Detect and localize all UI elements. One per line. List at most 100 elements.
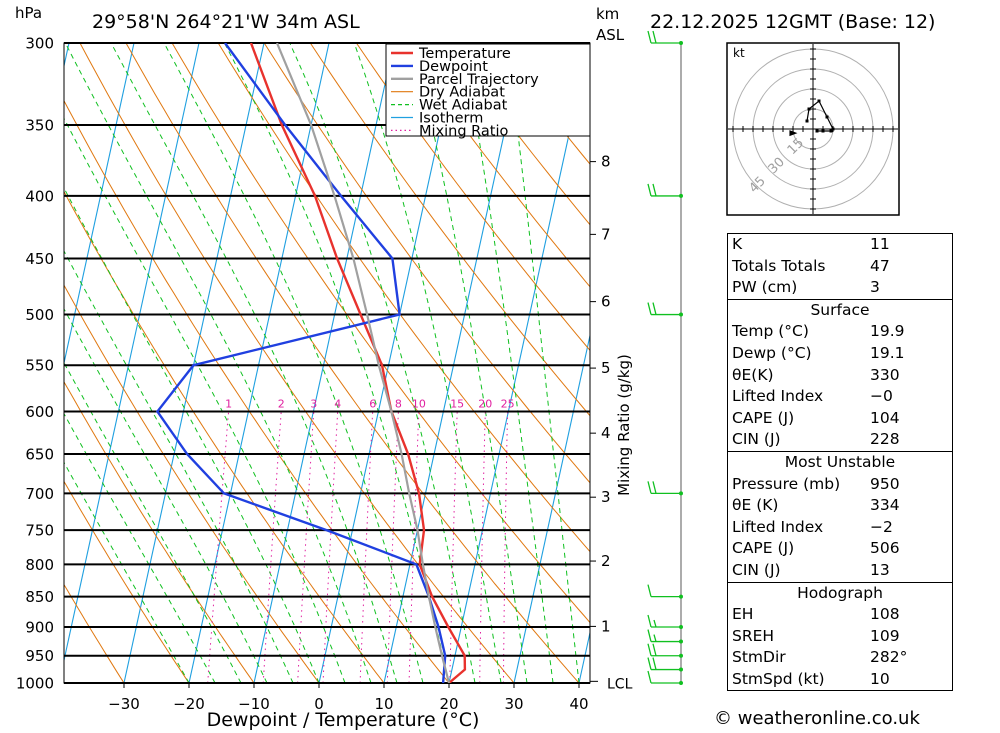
wind-barb — [647, 657, 683, 672]
index-label: Dewp (°C) — [732, 343, 812, 362]
index-value: 108 — [870, 605, 900, 624]
mixing-ratio-label: 15 — [450, 398, 464, 411]
mixing-ratio-label: 8 — [395, 398, 402, 411]
x-tick-label: 10 — [374, 695, 393, 713]
height-tick-label: 4 — [601, 424, 611, 442]
pressure-tick-label: 300 — [25, 35, 54, 53]
index-row: K 11 — [728, 234, 952, 256]
legend-label: Dry Adiabat — [419, 85, 505, 101]
wind-barbs — [647, 30, 683, 685]
pressure-tick-label: 950 — [25, 647, 54, 665]
index-value: −2 — [870, 517, 893, 536]
mixing-ratio-line — [262, 411, 282, 683]
x-tick-label: 30 — [504, 695, 523, 713]
surface-indices: Temp (°C) 19.9 Dewp (°C) 19.1 θE(K) 330 Lifted… — [728, 321, 952, 451]
index-value: 228 — [870, 430, 900, 449]
index-value: 10 — [870, 669, 890, 688]
index-value: 47 — [870, 256, 890, 275]
wet-adiabat-line — [412, 43, 528, 683]
most-unstable-indices: Pressure (mb) 950 θE (K) 334 Lifted Index −2 C… — [728, 474, 952, 582]
dry-adiabat-line — [309, 43, 590, 417]
pressure-tick-label: 900 — [25, 618, 54, 636]
mixing-ratio-label: 4 — [334, 398, 341, 411]
legend-label: Mixing Ratio — [419, 123, 509, 139]
index-label: StmSpd (kt) — [732, 669, 825, 688]
pressure-tick-label: 800 — [25, 556, 54, 574]
pressure-tick-label: 650 — [25, 446, 54, 464]
x-tick-label: −20 — [173, 695, 205, 713]
wind-barb — [647, 183, 683, 198]
legend-box — [385, 43, 591, 137]
wet-adiabat-line — [353, 43, 502, 683]
index-row: Pressure (mb) 950 — [728, 474, 952, 496]
height-tick-label: 8 — [601, 153, 611, 171]
isotherm-line — [0, 43, 4, 683]
dry-adiabat-line — [64, 583, 125, 683]
pressure-tick-label: 600 — [25, 403, 54, 421]
index-label: θE (K) — [732, 496, 779, 515]
legend-label: Isotherm — [419, 111, 483, 127]
dry-adiabat-line — [64, 480, 190, 683]
wind-barb — [647, 30, 683, 45]
wind-barb-flag — [647, 629, 652, 642]
wind-barb — [647, 670, 683, 685]
x-tick-label: −30 — [108, 695, 140, 713]
isotherm-line — [448, 43, 590, 683]
index-label: θE(K) — [732, 365, 774, 384]
height-tick-label: 2 — [601, 552, 611, 570]
hodograph-point — [807, 107, 811, 111]
dry-adiabat-line — [355, 43, 590, 352]
x-tick-label: 0 — [314, 695, 324, 713]
pressure-tick-label: 850 — [25, 588, 54, 606]
index-value: 3 — [870, 278, 880, 297]
hodograph-point — [831, 127, 835, 131]
wind-barb-flag — [647, 481, 652, 494]
height-unit-asl: ASL — [596, 26, 625, 44]
wind-barb — [647, 629, 683, 644]
pressure-tick-label: 400 — [25, 187, 54, 205]
height-unit-km: km — [596, 5, 619, 23]
mixing-ratio-label: 3 — [310, 398, 317, 411]
index-value: 109 — [870, 626, 900, 645]
wind-barb — [647, 584, 683, 599]
index-row: Lifted Index −0 — [728, 386, 952, 408]
index-value: 282° — [870, 648, 908, 667]
pressure-tick-label: 450 — [25, 250, 54, 268]
index-label: CAPE (J) — [732, 539, 795, 558]
wind-barb-half — [653, 634, 657, 642]
mixing-ratio-line — [386, 411, 399, 683]
wet-adiabat-line — [64, 43, 372, 683]
pressure-tick-label: 750 — [25, 522, 54, 540]
index-row: θE (K) 334 — [728, 495, 952, 517]
index-row: StmDir 282° — [728, 647, 952, 669]
wind-barb-half — [653, 619, 657, 628]
indices-table: K 11 Totals Totals 47 PW (cm) 3 Surface Temp … — [727, 233, 953, 692]
height-tick-label: 5 — [601, 359, 611, 377]
hodograph-point — [815, 129, 819, 133]
legend-label: Temperature — [418, 46, 511, 62]
legend-label: Wet Adiabat — [419, 98, 508, 114]
parcel-trajectory-line — [275, 43, 451, 683]
hodograph-point — [829, 129, 833, 133]
timestamp-title: 22.12.2025 12GMT (Base: 12) — [650, 11, 935, 33]
index-label: EH — [732, 605, 754, 624]
wind-barb-flag — [647, 614, 652, 628]
wind-barb-flag — [652, 183, 657, 197]
pressure-tick-label: 1000 — [16, 675, 54, 693]
isotherm-line — [188, 43, 330, 683]
index-value: −0 — [870, 387, 893, 406]
wind-barb-flag — [652, 481, 657, 494]
surface-header: Surface — [728, 298, 952, 322]
index-row: CIN (J) 228 — [728, 429, 952, 451]
isotherm-line — [123, 43, 265, 683]
most-unstable-header: Most Unstable — [728, 450, 952, 474]
index-value: 13 — [870, 560, 890, 579]
pressure-tick-label: 350 — [25, 116, 54, 134]
wind-barb-flag — [647, 302, 652, 315]
height-tick-label: 6 — [601, 293, 611, 311]
wind-barb-flag — [647, 30, 652, 44]
x-tick-label: 40 — [569, 695, 588, 713]
index-label: CIN (J) — [732, 430, 781, 449]
wet-adiabat-line — [462, 43, 554, 683]
